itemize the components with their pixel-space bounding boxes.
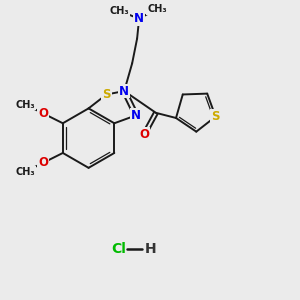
Text: CH₃: CH₃ [16, 100, 35, 110]
Text: N: N [134, 12, 144, 25]
Text: Cl: Cl [111, 242, 126, 256]
Text: O: O [139, 128, 149, 141]
Text: O: O [38, 107, 48, 120]
Text: O: O [38, 156, 48, 169]
Text: CH₃: CH₃ [110, 6, 129, 16]
Text: H: H [145, 242, 157, 256]
Text: N: N [131, 109, 141, 122]
Text: S: S [102, 88, 111, 101]
Text: CH₃: CH₃ [16, 167, 35, 177]
Text: N: N [119, 85, 129, 98]
Text: CH₃: CH₃ [147, 4, 167, 14]
Text: S: S [211, 110, 220, 123]
